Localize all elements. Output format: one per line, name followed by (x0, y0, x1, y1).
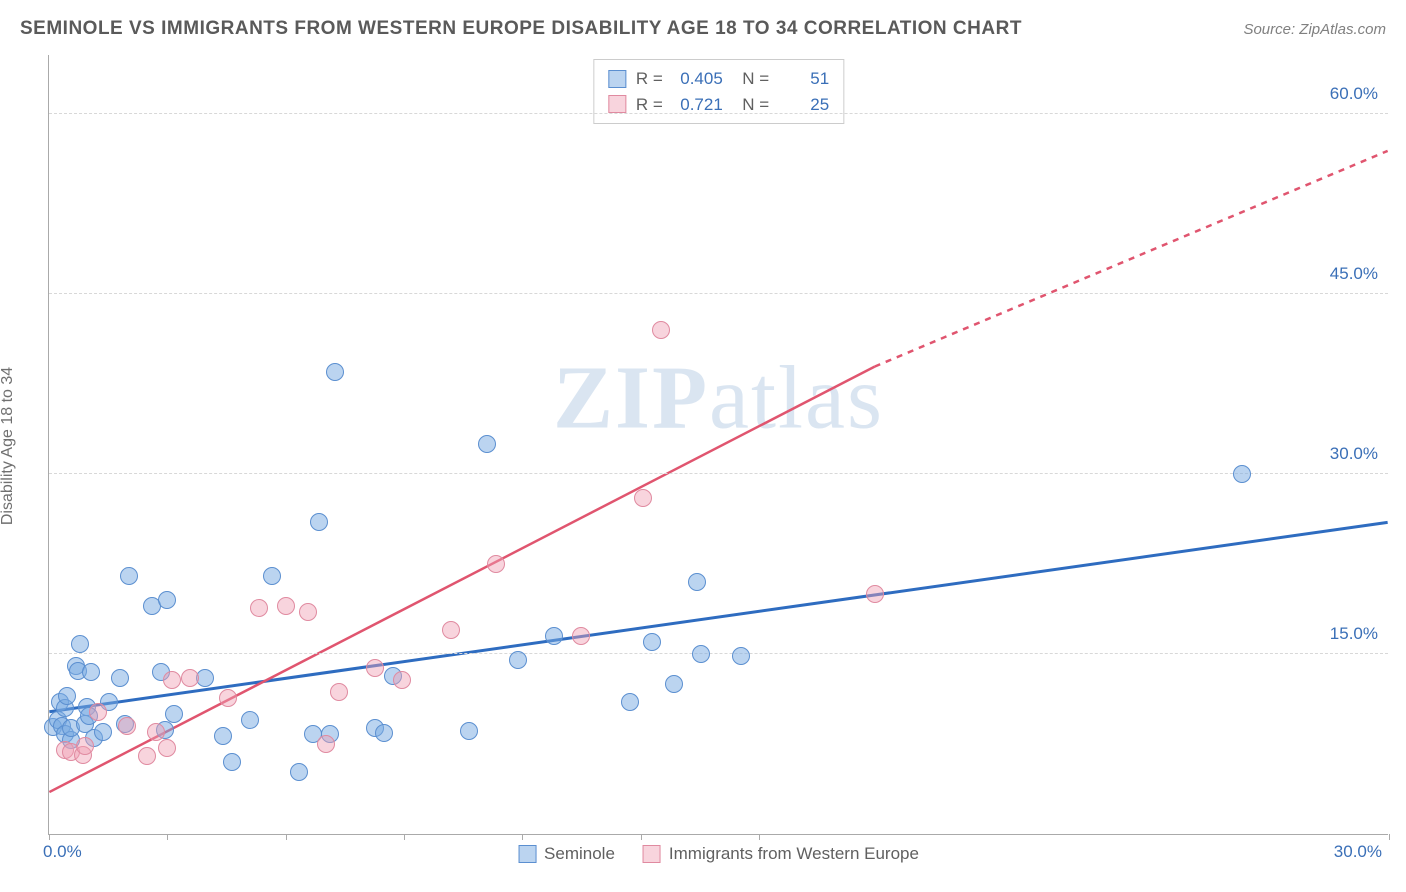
legend-item: Seminole (518, 844, 615, 864)
data-point-seminole (120, 567, 138, 585)
data-point-seminole (82, 663, 100, 681)
legend-label: Immigrants from Western Europe (669, 844, 919, 864)
chart-title: SEMINOLE VS IMMIGRANTS FROM WESTERN EURO… (20, 18, 1022, 40)
data-point-seminole (165, 705, 183, 723)
data-point-immigrants (138, 747, 156, 765)
legend-label: Seminole (544, 844, 615, 864)
legend-swatch (608, 95, 626, 113)
y-tick-label: 60.0% (1330, 84, 1378, 104)
data-point-immigrants (330, 683, 348, 701)
stat-n-value: 51 (779, 66, 829, 92)
data-point-immigrants (277, 597, 295, 615)
y-tick-label: 30.0% (1330, 444, 1378, 464)
y-tick-label: 45.0% (1330, 264, 1378, 284)
legend-item: Immigrants from Western Europe (643, 844, 919, 864)
data-point-immigrants (250, 599, 268, 617)
data-point-seminole (478, 435, 496, 453)
y-axis-label: Disability Age 18 to 34 (0, 367, 17, 525)
data-point-immigrants (89, 703, 107, 721)
x-tick-label: 30.0% (1334, 842, 1382, 862)
legend-swatch (608, 70, 626, 88)
scatter-plot-area: ZIPatlas R =0.405 N =51R =0.721 N =25 Se… (48, 55, 1388, 835)
data-point-immigrants (652, 321, 670, 339)
watermark: ZIPatlas (553, 346, 884, 449)
data-point-seminole (111, 669, 129, 687)
x-tick (404, 834, 405, 840)
data-point-immigrants (158, 739, 176, 757)
data-point-seminole (688, 573, 706, 591)
data-point-seminole (460, 722, 478, 740)
data-point-immigrants (366, 659, 384, 677)
data-point-seminole (94, 723, 112, 741)
data-point-seminole (290, 763, 308, 781)
chart-header: SEMINOLE VS IMMIGRANTS FROM WESTERN EURO… (20, 18, 1386, 40)
data-point-seminole (263, 567, 281, 585)
data-point-immigrants (147, 723, 165, 741)
data-point-seminole (58, 687, 76, 705)
stat-r-value: 0.405 (673, 66, 723, 92)
data-point-immigrants (572, 627, 590, 645)
data-point-seminole (643, 633, 661, 651)
legend-swatch (518, 845, 536, 863)
data-point-immigrants (181, 669, 199, 687)
data-point-immigrants (442, 621, 460, 639)
data-point-seminole (665, 675, 683, 693)
data-point-seminole (241, 711, 259, 729)
data-point-seminole (326, 363, 344, 381)
x-tick (286, 834, 287, 840)
data-point-immigrants (163, 671, 181, 689)
x-tick (641, 834, 642, 840)
data-point-seminole (71, 635, 89, 653)
gridline (49, 113, 1388, 114)
data-point-immigrants (299, 603, 317, 621)
x-tick-label: 0.0% (43, 842, 82, 862)
legend-swatch (643, 845, 661, 863)
data-point-seminole (732, 647, 750, 665)
data-point-immigrants (634, 489, 652, 507)
source-attribution: Source: ZipAtlas.com (1243, 21, 1386, 38)
data-point-immigrants (393, 671, 411, 689)
data-point-seminole (310, 513, 328, 531)
gridline (49, 293, 1388, 294)
stat-r-label: R = (636, 66, 663, 92)
x-tick (167, 834, 168, 840)
correlation-stats-legend: R =0.405 N =51R =0.721 N =25 (593, 59, 844, 124)
data-point-seminole (692, 645, 710, 663)
data-point-seminole (158, 591, 176, 609)
data-point-immigrants (118, 717, 136, 735)
series-legend: Seminole Immigrants from Western Europe (518, 844, 919, 864)
data-point-immigrants (317, 735, 335, 753)
data-point-seminole (196, 669, 214, 687)
x-tick (1389, 834, 1390, 840)
stats-legend-row: R = 0.405 N = 51 (608, 66, 829, 92)
data-point-seminole (214, 727, 232, 745)
x-tick (49, 834, 50, 840)
gridline (49, 473, 1388, 474)
x-tick (759, 834, 760, 840)
data-point-seminole (223, 753, 241, 771)
x-tick (522, 834, 523, 840)
data-point-seminole (621, 693, 639, 711)
data-point-immigrants (219, 689, 237, 707)
data-point-seminole (545, 627, 563, 645)
gridline (49, 653, 1388, 654)
y-tick-label: 15.0% (1330, 624, 1378, 644)
data-point-immigrants (76, 737, 94, 755)
data-point-immigrants (487, 555, 505, 573)
data-point-seminole (509, 651, 527, 669)
data-point-immigrants (866, 585, 884, 603)
data-point-seminole (1233, 465, 1251, 483)
stat-n-label: N = (733, 66, 769, 92)
data-point-seminole (375, 724, 393, 742)
